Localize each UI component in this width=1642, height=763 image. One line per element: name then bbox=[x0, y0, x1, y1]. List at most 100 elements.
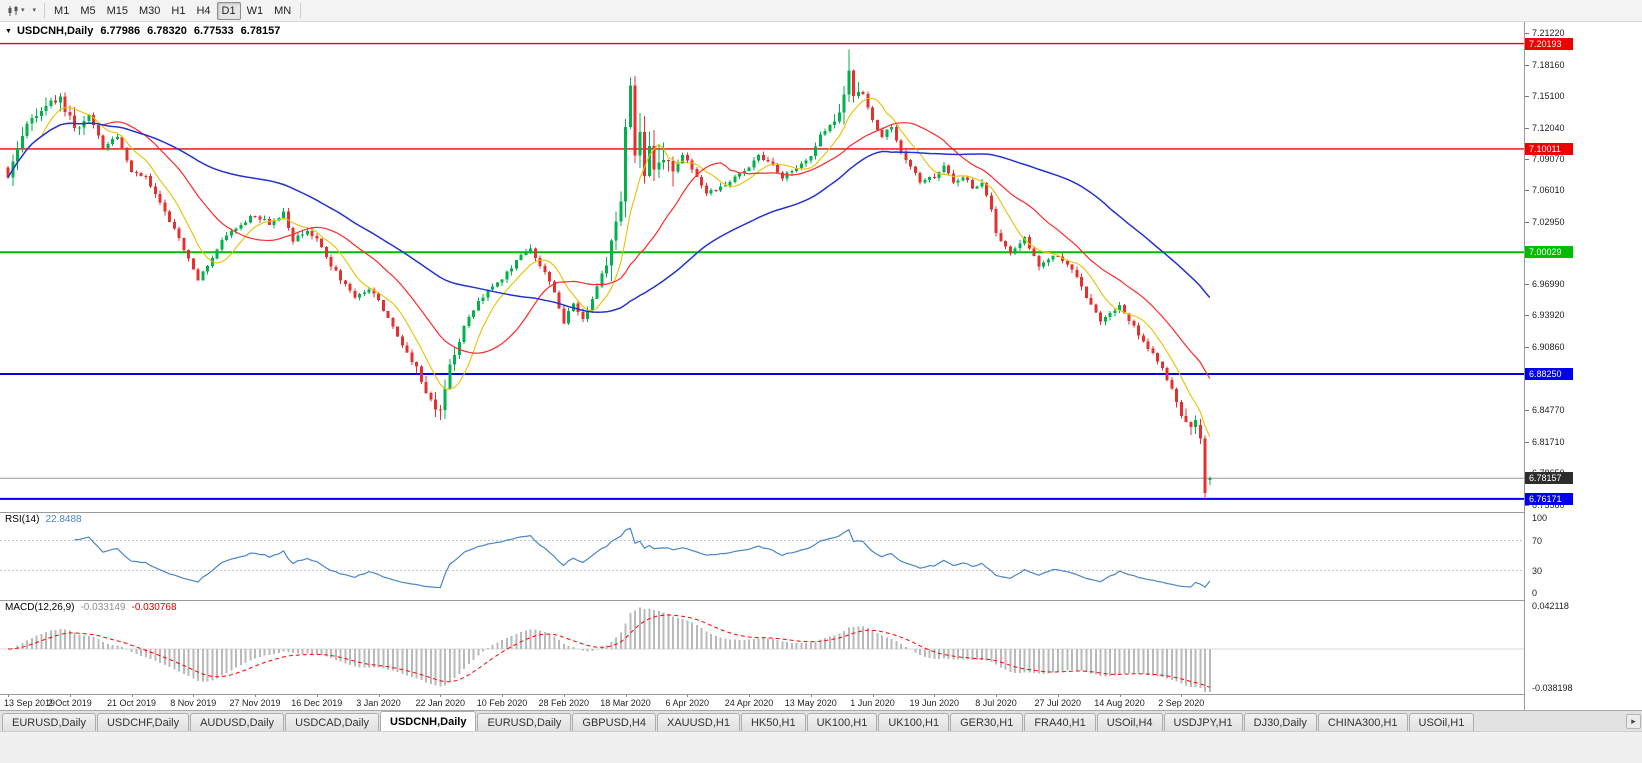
panel-separator bbox=[0, 694, 1642, 695]
macd-name: MACD(12,26,9) bbox=[5, 602, 75, 613]
price-axis-tick: 6.84770 bbox=[1532, 405, 1565, 415]
date-axis-tick-mark bbox=[687, 694, 689, 697]
price-axis-tick: 7.18160 bbox=[1532, 59, 1565, 70]
date-axis[interactable]: 13 Sep 2019 2 Oct 2019 21 Oct 2019 8 Nov 20… bbox=[0, 694, 1524, 710]
chart-tab-xauusd-h1[interactable]: XAUUSD,H1 bbox=[656, 713, 740, 731]
date-axis-label: 2 Oct 2019 bbox=[47, 698, 92, 708]
close-value: 6.78157 bbox=[240, 25, 281, 37]
macd-label: MACD(12,26,9) -0.033149 -0.030768 bbox=[5, 602, 177, 613]
macd-indicator-panel[interactable]: MACD(12,26,9) -0.033149 -0.030768 bbox=[0, 600, 1524, 694]
date-axis-tick-mark bbox=[625, 694, 627, 697]
price-axis-tick-mark bbox=[1525, 127, 1529, 129]
low-value: 6.77533 bbox=[193, 25, 234, 37]
timeframe-buttons: M1 M5 M15 M30 H1 H4 D1 W1 MN bbox=[49, 1, 296, 20]
timeframe-button-m1[interactable]: M1 bbox=[54, 4, 70, 17]
date-axis-label: 27 Nov 2019 bbox=[229, 698, 281, 708]
chart-tab-usdchf-daily[interactable]: USDCHF,Daily bbox=[96, 713, 190, 731]
chart-tab-usdcad-daily[interactable]: USDCAD,Daily bbox=[285, 713, 380, 731]
chart-tab-ger30-h1[interactable]: GER30,H1 bbox=[950, 713, 1024, 731]
macd-signal-value: -0.030768 bbox=[131, 602, 177, 613]
panel-separator[interactable] bbox=[0, 600, 1642, 601]
date-axis-label: 21 Oct 2019 bbox=[106, 698, 157, 708]
chart-tab-eurusd-daily[interactable]: EURUSD,Daily bbox=[2, 713, 96, 731]
panel-separator[interactable] bbox=[0, 512, 1642, 513]
date-axis-tick-mark bbox=[1119, 694, 1121, 697]
date-axis-tick-mark bbox=[255, 694, 256, 697]
chart-tab-fra40-h1[interactable]: FRA40,H1 bbox=[1024, 713, 1096, 731]
date-axis-label: 27 Jul 2020 bbox=[1034, 698, 1082, 708]
chart-tab-hk50-h1[interactable]: HK50,H1 bbox=[740, 713, 806, 731]
price-axis-tick: 7.21220 bbox=[1532, 28, 1565, 38]
chart-tab-usoil-h1[interactable]: USOil,H1 bbox=[1408, 713, 1475, 731]
tab-scroll-right-button[interactable]: ▸ bbox=[1626, 714, 1641, 729]
rsi-name: RSI(14) bbox=[5, 514, 40, 525]
chart-title: ▼ USDCNH,Daily 6.77986 6.78320 6.77533 6… bbox=[5, 25, 280, 37]
date-axis-tick-mark bbox=[8, 694, 9, 697]
date-axis-tick-mark bbox=[563, 694, 565, 697]
rsi-indicator-panel[interactable]: RSI(14) 22.8488 bbox=[0, 512, 1524, 600]
chart-tab-gbpusd-h4[interactable]: GBPUSD,H4 bbox=[572, 713, 656, 731]
date-axis-label: 22 Jan 2020 bbox=[415, 698, 466, 708]
rsi-label: RSI(14) 22.8488 bbox=[5, 514, 82, 525]
chart-tab-dj30-daily[interactable]: DJ30,Daily bbox=[1243, 713, 1317, 731]
date-axis-tick-mark bbox=[316, 694, 318, 697]
chart-tab-uk100-h1[interactable]: UK100,H1 bbox=[806, 713, 878, 731]
price-axis-tick-mark bbox=[1525, 221, 1529, 223]
date-axis-label: 24 Apr 2020 bbox=[724, 698, 774, 708]
price-axis-tick: 7.15100 bbox=[1532, 91, 1565, 102]
ma-fast-line bbox=[7, 97, 1211, 438]
caret-down-icon: ▾ bbox=[32, 7, 37, 14]
timeframe-button-h1[interactable]: H1 bbox=[171, 4, 186, 17]
candles-layer bbox=[6, 49, 1212, 499]
macd-chart-canvas[interactable] bbox=[0, 600, 1524, 694]
price-axis[interactable]: 7.21220 7.18160 7.15100 7.12040 7.09070 7.060… bbox=[1524, 22, 1642, 710]
toolbar-separator bbox=[44, 3, 46, 18]
date-axis-tick-mark bbox=[996, 694, 997, 697]
price-axis-badge-green: 7.00029 bbox=[1525, 246, 1573, 259]
date-axis-label: 28 Feb 2020 bbox=[538, 698, 590, 708]
chart-tab-usdcnh-daily[interactable]: USDCNH,Daily bbox=[380, 711, 477, 731]
price-axis-tick-mark bbox=[1525, 190, 1529, 192]
price-axis-tick: 6.75580 bbox=[1532, 500, 1565, 510]
timeframe-button-m5[interactable]: M5 bbox=[80, 4, 96, 17]
date-axis-label: 18 Mar 2020 bbox=[600, 698, 651, 708]
chart-tab-usoil-h4[interactable]: USOil,H4 bbox=[1096, 713, 1163, 731]
date-axis-label: 6 Apr 2020 bbox=[665, 698, 710, 708]
price-axis-tick-mark bbox=[1525, 410, 1529, 411]
date-axis-tick-mark bbox=[502, 694, 503, 697]
main-price-chart[interactable]: ▼ USDCNH,Daily 6.77986 6.78320 6.77533 6… bbox=[0, 22, 1524, 512]
price-axis-tick: 7.02950 bbox=[1532, 216, 1565, 227]
timeframe-button-m15[interactable]: M15 bbox=[106, 4, 128, 17]
collapse-triangle-icon[interactable]: ▼ bbox=[5, 27, 12, 35]
date-axis-tick-mark bbox=[378, 694, 380, 697]
caret-down-icon: ▾ bbox=[21, 7, 25, 14]
date-axis-tick-mark bbox=[749, 694, 750, 697]
timeframe-button-w1[interactable]: W1 bbox=[246, 4, 264, 17]
macd-signal-line bbox=[7, 614, 1210, 688]
date-axis-tick-mark bbox=[131, 694, 133, 697]
price-axis-tick: 6.93920 bbox=[1532, 310, 1565, 321]
price-axis-badge-red: 7.20193 bbox=[1525, 37, 1573, 50]
ma-mid-line bbox=[7, 121, 1211, 379]
date-axis-label: 3 Jan 2020 bbox=[356, 698, 401, 708]
chart-tab-uk100-h1[interactable]: UK100,H1 bbox=[878, 713, 950, 731]
candlestick-chart-canvas[interactable] bbox=[0, 22, 1524, 512]
chart-tab-china300-h1[interactable]: CHINA300,H1 bbox=[1317, 713, 1408, 731]
chart-options-dropdown-button[interactable]: ▾ bbox=[29, 2, 41, 20]
chart-tab-audusd-daily[interactable]: AUDUSD,Daily bbox=[190, 713, 285, 731]
toolbar-separator bbox=[300, 3, 302, 18]
moving-averages-layer[interactable] bbox=[7, 97, 1211, 438]
date-axis-label: 8 Jul 2020 bbox=[975, 698, 1017, 708]
macd-main-value: -0.033149 bbox=[80, 602, 126, 613]
horizontal-level-lines[interactable] bbox=[0, 42, 1524, 500]
timeframe-button-m30[interactable]: M30 bbox=[139, 4, 161, 17]
chart-tab-usdjpy-h1[interactable]: USDJPY,H1 bbox=[1163, 713, 1243, 731]
date-axis-tick-mark bbox=[1181, 694, 1183, 697]
timeframe-button-h4[interactable]: H4 bbox=[196, 4, 211, 17]
timeframe-button-d1[interactable]: D1 bbox=[216, 1, 241, 20]
timeframe-button-mn[interactable]: MN bbox=[274, 4, 292, 17]
chart-tab-eurusd-daily[interactable]: EURUSD,Daily bbox=[477, 713, 572, 731]
rsi-chart-canvas[interactable] bbox=[0, 512, 1524, 600]
chart-type-dropdown-button[interactable]: ▾ bbox=[3, 2, 29, 20]
